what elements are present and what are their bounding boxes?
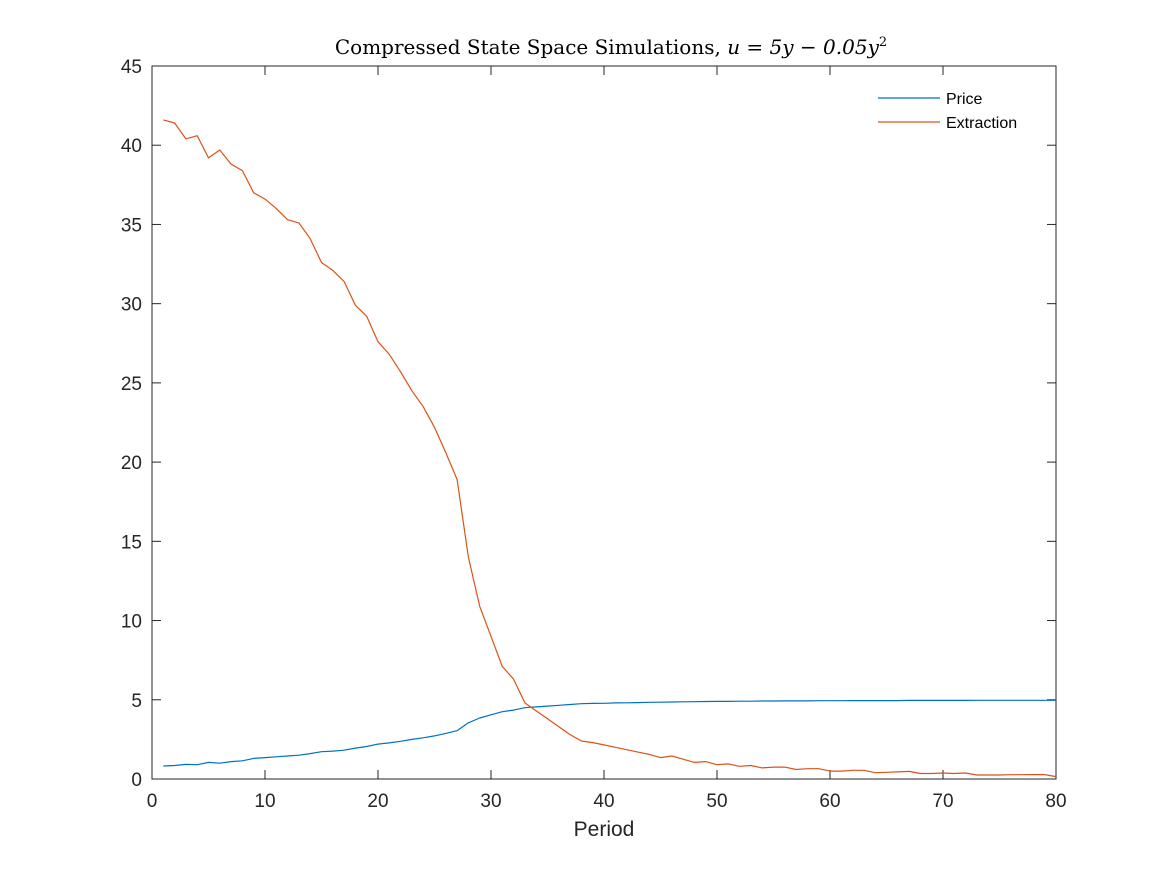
plot-area [151, 65, 1057, 780]
y-tick-label: 25 [121, 374, 142, 395]
x-axis: 0 10 20 30 40 50 60 70 80 [147, 66, 1067, 812]
x-axis-label: Period [574, 818, 635, 841]
series-lines [163, 119, 1057, 778]
y-tick-label: 20 [121, 453, 142, 474]
chart-title-superscript: 2 [879, 35, 887, 50]
x-tick-label: 70 [932, 791, 953, 812]
chart-title-main: Compressed State Space Simulations, [335, 35, 727, 59]
y-tick-label: 30 [121, 295, 142, 316]
x-tick-label: 60 [819, 791, 840, 812]
y-tick-label: 10 [121, 612, 142, 633]
x-tick-label: 50 [706, 791, 727, 812]
legend-label-extraction: Extraction [946, 115, 1017, 132]
x-tick-label: 30 [480, 791, 501, 812]
series-line-price [163, 699, 1056, 767]
chart-title: Compressed State Space Simulations, u = … [335, 35, 887, 59]
y-axis: 0 5 10 15 20 25 30 35 40 45 [121, 57, 1056, 791]
x-tick-label: 0 [147, 791, 158, 812]
y-tick-label: 45 [121, 57, 142, 78]
chart-title-formula: u = 5y − 0.05y [727, 35, 879, 59]
y-tick-label: 35 [121, 215, 142, 236]
y-tick-label: 5 [131, 691, 142, 712]
series-line-extraction [163, 119, 1057, 778]
x-tick-label: 20 [367, 791, 388, 812]
x-tick-label: 10 [254, 791, 275, 812]
x-tick-label: 40 [593, 791, 614, 812]
y-tick-label: 0 [131, 770, 142, 791]
x-tick-label: 80 [1045, 791, 1066, 812]
legend-label-price: Price [946, 91, 983, 108]
y-tick-label: 40 [121, 136, 142, 157]
y-tick-label: 15 [121, 532, 142, 553]
legend: Price Extraction [878, 91, 1017, 132]
